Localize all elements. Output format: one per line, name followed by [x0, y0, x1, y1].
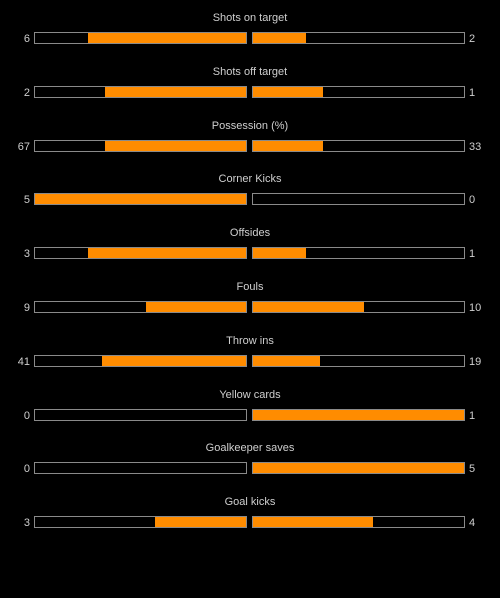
- away-value: 1: [469, 409, 476, 422]
- home-bar: [34, 247, 247, 260]
- stat-row-throw-ins: Throw ins 41 19: [0, 335, 500, 375]
- away-bar: [252, 139, 465, 152]
- home-bar-fill: [87, 33, 246, 43]
- stat-label: Shots off target: [212, 65, 288, 78]
- home-value: 67: [17, 140, 30, 153]
- away-value: 2: [469, 33, 476, 45]
- away-value: 10: [469, 302, 482, 314]
- home-bar: [34, 193, 247, 206]
- away-bar: [252, 462, 465, 475]
- home-bar: [34, 301, 247, 313]
- away-bar: [252, 193, 465, 206]
- home-bar-fill: [146, 302, 246, 312]
- stat-row-possession: Possession (%) 67 33: [0, 120, 500, 160]
- stat-row-fouls: Fouls 9 10: [0, 281, 500, 321]
- stat-label: Fouls: [236, 281, 264, 293]
- away-value: 1: [469, 86, 476, 99]
- stat-label: Corner Kicks: [218, 173, 282, 186]
- away-value: 33: [469, 140, 482, 153]
- home-bar: [34, 32, 247, 44]
- home-bar: [34, 354, 247, 367]
- home-value: 0: [23, 463, 30, 476]
- stat-label: Offsides: [229, 227, 271, 240]
- home-bar-fill: [87, 248, 246, 259]
- home-bar: [34, 462, 247, 475]
- away-value: 19: [469, 355, 482, 368]
- away-bar-fill: [253, 463, 464, 474]
- home-bar-fill: [35, 194, 246, 205]
- home-bar-fill: [105, 86, 246, 97]
- home-bar-fill: [101, 355, 246, 366]
- away-bar: [252, 85, 465, 98]
- home-bar: [34, 516, 247, 529]
- home-bar-fill: [104, 140, 246, 151]
- away-bar-fill: [253, 248, 306, 259]
- away-bar-fill: [253, 86, 324, 97]
- away-bar-fill: [253, 355, 320, 366]
- stat-row-shots-off-target: Shots off target 2 1: [0, 66, 500, 106]
- home-value: 41: [17, 355, 30, 368]
- away-bar-fill: [253, 409, 464, 420]
- away-value: 4: [469, 517, 476, 530]
- away-bar-fill: [253, 302, 364, 312]
- home-value: 9: [23, 302, 30, 314]
- stat-row-shots-on-target: Shots on target 6 2: [0, 12, 500, 52]
- stat-row-goal-kicks: Goal kicks 3 4: [0, 496, 500, 536]
- home-value: 5: [23, 194, 30, 207]
- away-bar-fill: [253, 33, 306, 43]
- away-bar: [252, 247, 465, 260]
- away-value: 5: [469, 463, 476, 476]
- away-bar: [252, 408, 465, 421]
- home-value: 3: [23, 517, 30, 530]
- stat-label: Throw ins: [226, 334, 274, 347]
- stat-label: Possession (%): [211, 119, 289, 132]
- stat-label: Goal kicks: [224, 496, 276, 509]
- away-value: 1: [469, 248, 476, 261]
- home-bar: [34, 85, 247, 98]
- away-bar-fill: [253, 140, 323, 151]
- home-value: 3: [23, 248, 30, 261]
- away-bar-fill: [253, 517, 374, 528]
- stat-row-goalkeeper-saves: Goalkeeper saves 0 5: [0, 442, 500, 482]
- home-bar: [34, 408, 247, 421]
- home-value: 6: [23, 33, 30, 45]
- away-value: 0: [469, 194, 476, 207]
- stat-row-offsides: Offsides 3 1: [0, 227, 500, 267]
- stat-row-corner-kicks: Corner Kicks 5 0: [0, 173, 500, 213]
- away-bar: [252, 516, 465, 529]
- stat-label: Yellow cards: [219, 388, 281, 401]
- stat-label: Shots on target: [212, 12, 288, 24]
- home-bar-fill: [155, 517, 246, 528]
- stat-row-yellow-cards: Yellow cards 0 1: [0, 389, 500, 429]
- away-bar: [252, 32, 465, 44]
- away-bar: [252, 354, 465, 367]
- stat-label: Goalkeeper saves: [205, 442, 295, 455]
- home-bar: [34, 139, 247, 152]
- away-bar: [252, 301, 465, 313]
- home-value: 0: [23, 409, 30, 422]
- home-value: 2: [23, 86, 30, 99]
